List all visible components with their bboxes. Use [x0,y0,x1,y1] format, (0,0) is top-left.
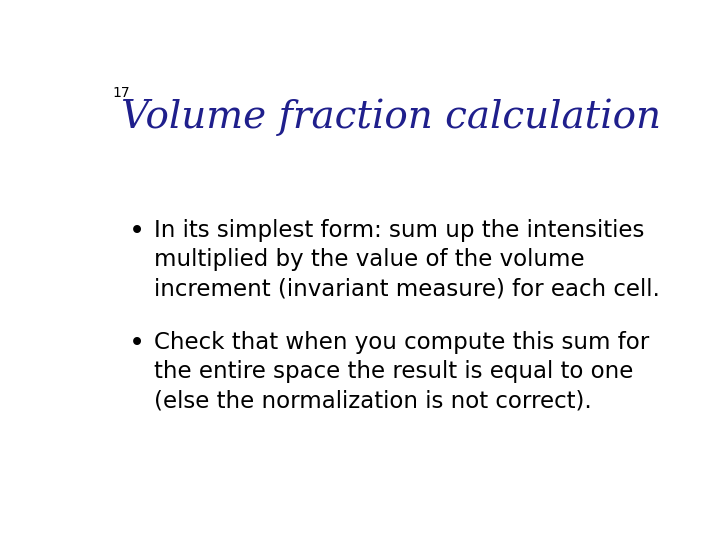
Text: 17: 17 [112,85,130,99]
Text: In its simplest form: sum up the intensities
multiplied by the value of the volu: In its simplest form: sum up the intensi… [154,219,660,300]
Text: •: • [129,219,145,245]
Text: Volume fraction calculation: Volume fraction calculation [121,98,661,136]
Text: Check that when you compute this sum for
the entire space the result is equal to: Check that when you compute this sum for… [154,331,649,413]
Text: •: • [129,331,145,357]
